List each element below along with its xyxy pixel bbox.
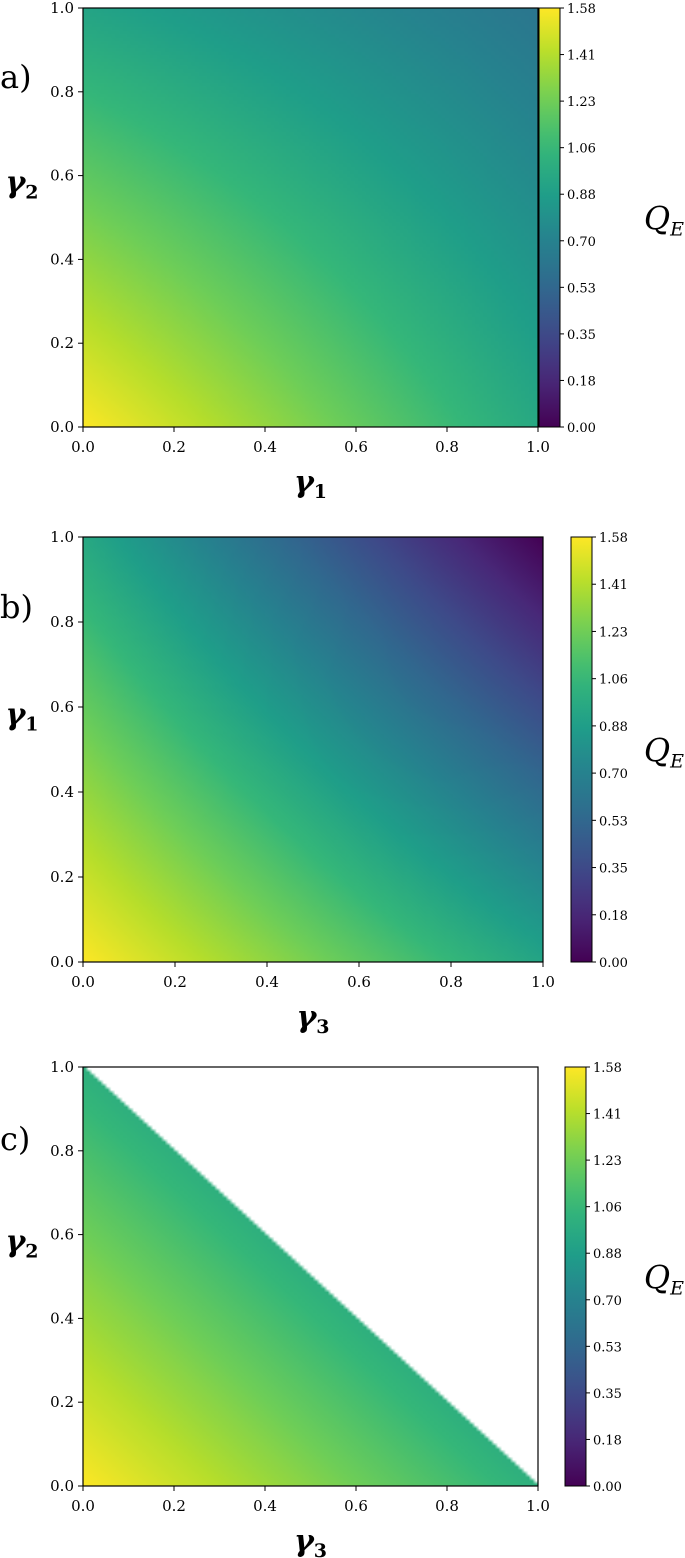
x-tick-label: 0.6 [347,973,371,991]
y-tick-label: 0.6 [50,1226,74,1244]
x-tick-label: 0.4 [253,1497,277,1515]
colorbar-tick-label: 1.58 [593,1061,622,1076]
colorbar-tick-label: 0.88 [567,188,596,203]
colorbar-tick-label: 0.00 [593,1480,622,1495]
y-tick-label: 1.0 [50,1058,74,1076]
plot-frame [82,1066,539,1487]
colorbar [538,7,561,428]
y-axis-label: γ1 [5,698,38,736]
heatmap-panel-2: 0.0 0.2 0.4 0.6 0.8 1.0 0.0 0.2 0.4 0.6 0.8 1.0 γ3 γ1… [0,528,684,1038]
colorbar-tick-label: 0.53 [599,814,628,829]
panel-label: c) [0,1120,30,1158]
colorbar-tick-label: 0.00 [599,956,628,971]
y-axis-label: γ2 [5,1225,38,1263]
colorbar-tick-label: 0.53 [567,281,596,296]
x-axis-label: γ3 [296,1000,329,1038]
y-tick-label: 0.8 [50,1142,74,1160]
x-tick-label: 0.2 [163,973,187,991]
colorbar-tick-label: 1.41 [599,578,628,593]
heatmap-image [83,8,538,427]
x-tick-label: 0.6 [344,1497,368,1515]
colorbar-tick-label: 0.88 [599,720,628,735]
colorbar-tick-label: 0.70 [599,767,628,782]
x-axis-label: γ3 [294,1524,327,1558]
x-tick-label: 0.8 [439,973,463,991]
colorbar-tick-label: 0.35 [599,862,628,877]
colorbar-label: QE [644,200,684,241]
x-tick-label: 0.8 [435,438,459,456]
colorbar-tick-label: 0.18 [567,374,596,389]
colorbar-tick-label: 1.23 [599,625,628,640]
y-tick-label: 1.0 [50,528,74,546]
colorbar-tick-label: 1.23 [593,1154,622,1169]
x-tick-label: 0.0 [71,973,95,991]
colorbar-tick-label: 1.23 [567,95,596,110]
colorbar-tick-label: 0.00 [567,421,596,436]
x-tick-label: 0.4 [255,973,279,991]
x-tick-label: 0.0 [71,1497,95,1515]
colorbar-tick-label: 1.58 [567,2,596,17]
x-tick-label: 0.4 [253,438,277,456]
y-tick-label: 0.2 [50,334,74,352]
colorbar-tick-label: 1.06 [567,142,596,157]
colorbar-tick-label: 0.70 [593,1294,622,1309]
colorbar-tick-label: 0.18 [593,1433,622,1448]
y-tick-label: 0.2 [50,868,74,886]
plot-frame [82,536,544,963]
y-tick-label: 1.0 [50,0,74,17]
x-tick-label: 0.0 [71,438,95,456]
colorbar-tick-label: 0.88 [593,1247,622,1262]
colorbar-tick-label: 1.06 [599,673,628,688]
colorbar [564,1066,587,1487]
plot-frame [82,7,539,428]
y-tick-label: 0.0 [50,418,74,436]
panel-label: a) [0,58,32,96]
heatmap-image [83,1067,538,1486]
y-tick-label: 0.4 [50,250,74,268]
y-tick-label: 0.0 [50,1477,74,1495]
colorbar-tick-label: 0.53 [593,1340,622,1355]
colorbar-tick-label: 0.18 [599,909,628,924]
colorbar-label: QE [644,732,684,773]
colorbar-tick-label: 1.41 [567,49,596,64]
colorbar [570,536,593,963]
colorbar-tick-label: 1.58 [599,531,628,546]
y-tick-label: 0.4 [50,1309,74,1327]
y-tick-label: 0.8 [50,613,74,631]
panel-label: b) [0,588,33,626]
colorbar-label: QE [644,1259,684,1300]
heatmap-image [83,537,543,962]
y-tick-label: 0.0 [50,953,74,971]
y-tick-label: 0.8 [50,83,74,101]
heatmap-panel-3: 0.0 0.2 0.4 0.6 0.8 1.0 0.0 0.2 0.4 0.6 0.8 1.0 γ3 γ2… [0,1058,684,1558]
x-tick-label: 0.8 [435,1497,459,1515]
colorbar-tick-label: 1.41 [593,1108,622,1123]
x-tick-label: 0.2 [162,438,186,456]
colorbar-tick-label: 1.06 [593,1201,622,1216]
y-tick-label: 0.6 [50,167,74,185]
y-axis-label: γ2 [5,166,38,204]
heatmap-panel-1: 0.0 0.2 0.4 0.6 0.8 1.0 0.0 0.2 0.4 0.6 0.8 1.0 γ1 γ2… [0,0,684,503]
x-axis-label: γ1 [294,465,327,503]
colorbar-tick-label: 0.70 [567,235,596,250]
colorbar-tick-label: 0.35 [567,328,596,343]
x-tick-label: 1.0 [526,1497,550,1515]
y-tick-label: 0.6 [50,698,74,716]
x-tick-label: 0.6 [344,438,368,456]
y-tick-label: 0.4 [50,783,74,801]
x-tick-label: 0.2 [162,1497,186,1515]
x-tick-label: 1.0 [526,438,550,456]
x-tick-label: 1.0 [531,973,555,991]
colorbar-tick-label: 0.35 [593,1387,622,1402]
y-tick-label: 0.2 [50,1393,74,1411]
